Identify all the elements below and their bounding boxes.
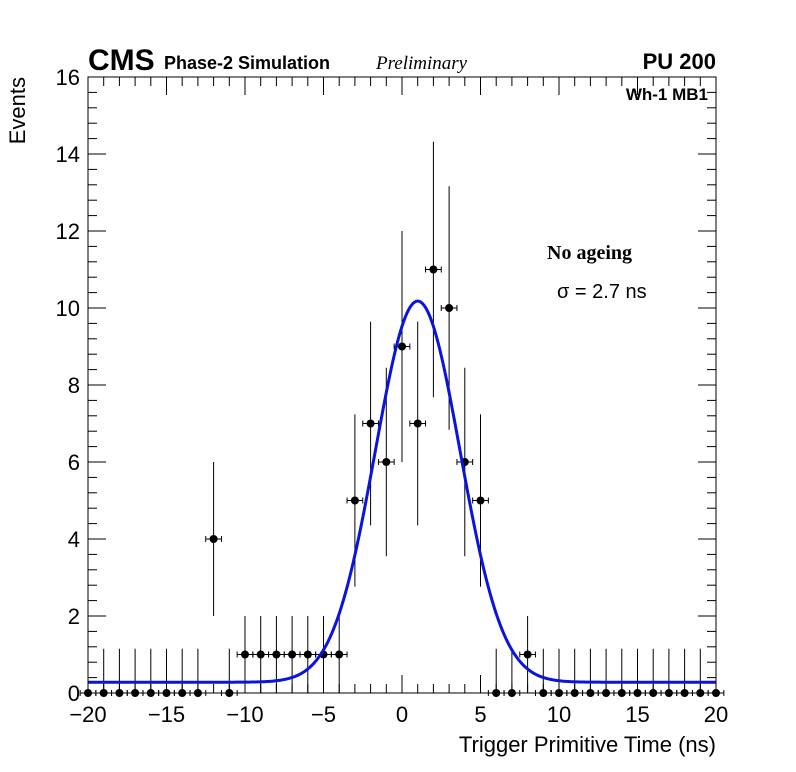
condition-label: No ageing bbox=[547, 242, 632, 264]
plot-frame bbox=[87, 76, 717, 694]
data-marker bbox=[476, 496, 485, 505]
sigma-label: σ = 2.7 ns bbox=[557, 281, 647, 303]
x-axis-title: Trigger Primitive Time (ns) bbox=[459, 732, 716, 757]
data-point bbox=[519, 616, 536, 693]
y-tick-label: 2 bbox=[68, 604, 80, 629]
axis-tick-labels: −20 −15 −10 −5 0 5 10 15 20 0 2 4 6 8 10 12 14 16 bbox=[56, 65, 729, 727]
y-tick-label: 4 bbox=[68, 527, 80, 552]
data-point bbox=[409, 321, 427, 526]
x-tick-label: 5 bbox=[474, 702, 486, 727]
x-tick-label: −5 bbox=[311, 702, 336, 727]
data-marker bbox=[335, 650, 344, 659]
data-marker bbox=[523, 650, 532, 659]
data-marker bbox=[398, 342, 406, 351]
pileup-label: PU 200 bbox=[643, 49, 716, 74]
data-marker bbox=[350, 496, 359, 505]
data-marker bbox=[382, 458, 391, 466]
y-tick-label: 12 bbox=[56, 219, 80, 244]
x-tick-label: 15 bbox=[625, 702, 649, 727]
experiment-label: CMS bbox=[88, 44, 155, 77]
y-tick-label: 8 bbox=[68, 373, 80, 398]
data-marker bbox=[241, 650, 249, 659]
y-tick-label: 14 bbox=[56, 142, 80, 167]
subtitle-label: Phase-2 Simulation bbox=[164, 53, 330, 73]
data-marker bbox=[303, 650, 312, 659]
fit-curve bbox=[88, 299, 716, 684]
data-marker bbox=[413, 419, 422, 428]
x-tick-label: 10 bbox=[547, 702, 571, 727]
x-tick-label: 20 bbox=[704, 702, 728, 727]
data-marker bbox=[272, 650, 281, 659]
x-tick-label: −20 bbox=[69, 702, 106, 727]
data-marker bbox=[366, 419, 375, 428]
y-tick-label: 16 bbox=[56, 65, 80, 90]
data-point bbox=[299, 616, 317, 693]
y-axis-title: Events bbox=[5, 77, 30, 144]
station-label: Wh-1 MB1 bbox=[626, 85, 708, 104]
data-point bbox=[393, 231, 411, 462]
data-marker bbox=[288, 650, 297, 659]
status-label: Preliminary bbox=[375, 53, 468, 74]
y-tick-label: 0 bbox=[68, 681, 80, 706]
data-point bbox=[362, 321, 379, 526]
data-point bbox=[205, 462, 222, 616]
data-marker bbox=[445, 304, 454, 312]
y-tick-label: 10 bbox=[56, 296, 80, 321]
data-marker bbox=[256, 650, 265, 659]
x-tick-label: −15 bbox=[148, 702, 185, 727]
x-tick-label: −10 bbox=[226, 702, 263, 727]
data-marker bbox=[429, 265, 438, 274]
y-tick-label: 6 bbox=[68, 450, 80, 475]
fit-curve-group bbox=[88, 299, 716, 684]
data-point bbox=[425, 141, 442, 398]
axis-ticks bbox=[87, 76, 717, 694]
data-point bbox=[330, 616, 348, 693]
data-marker bbox=[209, 535, 218, 543]
x-tick-label: 0 bbox=[396, 702, 408, 727]
